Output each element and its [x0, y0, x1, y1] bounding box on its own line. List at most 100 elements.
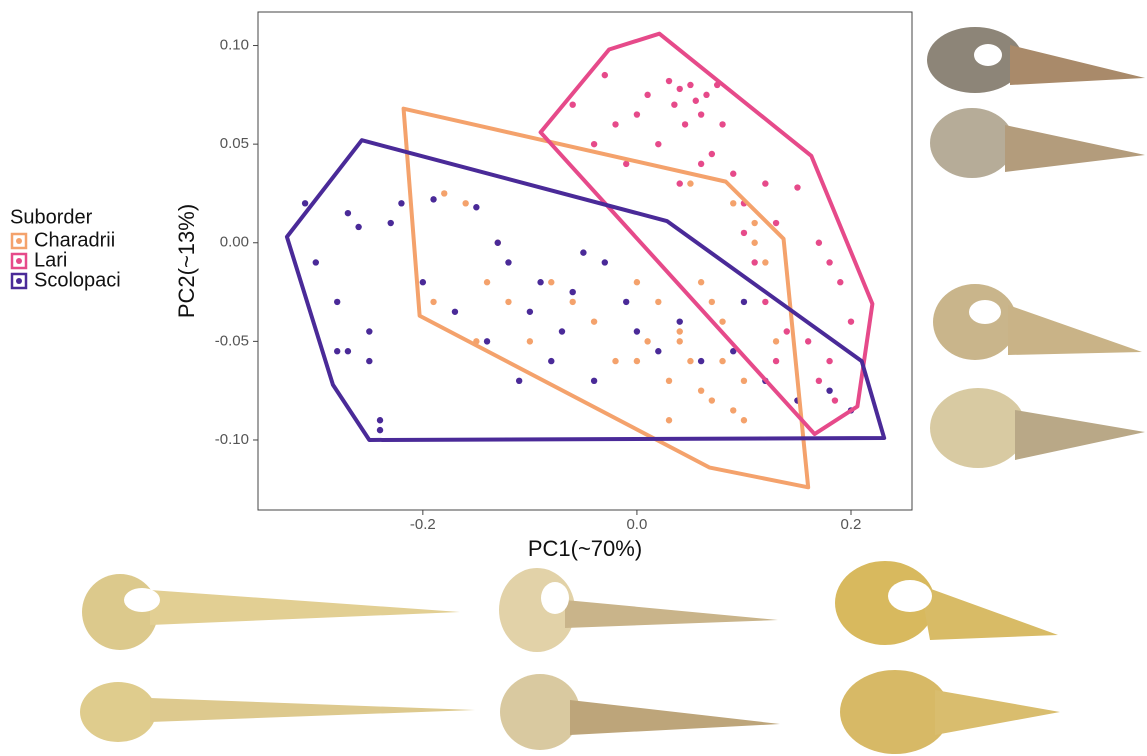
point [677, 338, 683, 344]
point [634, 279, 640, 285]
point [677, 86, 683, 92]
point [602, 259, 608, 265]
y-axis-title: PC2(~13%) [174, 204, 199, 318]
point [773, 358, 779, 364]
point [816, 240, 822, 246]
point [751, 259, 757, 265]
point [826, 358, 832, 364]
point [687, 82, 693, 88]
legend-label: Scolopaci [34, 269, 121, 291]
point [730, 407, 736, 413]
point [473, 204, 479, 210]
point [762, 299, 768, 305]
point [698, 111, 704, 117]
point [832, 397, 838, 403]
x-tick-label: 0.0 [626, 516, 647, 533]
point [602, 72, 608, 78]
legend-title: Suborder [10, 206, 93, 228]
point [537, 279, 543, 285]
point [671, 101, 677, 107]
point [698, 279, 704, 285]
point [677, 328, 683, 334]
point [366, 358, 372, 364]
point [623, 299, 629, 305]
point [698, 358, 704, 364]
point [377, 427, 383, 433]
skull [835, 561, 1058, 645]
point [709, 397, 715, 403]
y-tick-label: 0.00 [220, 234, 249, 251]
y-tick-label: -0.05 [215, 332, 249, 349]
point [484, 279, 490, 285]
point [751, 220, 757, 226]
point [698, 161, 704, 167]
point [377, 417, 383, 423]
point [762, 180, 768, 186]
point [505, 299, 511, 305]
point [677, 180, 683, 186]
point [591, 318, 597, 324]
point [420, 279, 426, 285]
point [794, 184, 800, 190]
x-tick-label: 0.2 [841, 516, 862, 533]
point [355, 224, 361, 230]
point [462, 200, 468, 206]
point [302, 200, 308, 206]
y-tick-label: -0.10 [215, 431, 249, 448]
point [741, 378, 747, 384]
point [334, 348, 340, 354]
point [313, 259, 319, 265]
point [505, 259, 511, 265]
point [612, 121, 618, 127]
point [773, 338, 779, 344]
y-tick-label: 0.05 [220, 135, 249, 152]
point [719, 318, 725, 324]
y-tick-label: 0.10 [220, 36, 249, 53]
point [591, 141, 597, 147]
hull [287, 140, 884, 440]
point [634, 111, 640, 117]
point [345, 210, 351, 216]
point [666, 78, 672, 84]
point [569, 299, 575, 305]
point [580, 249, 586, 255]
point [644, 338, 650, 344]
point [719, 121, 725, 127]
legend-dot [16, 238, 22, 244]
point [634, 358, 640, 364]
point [826, 387, 832, 393]
point [709, 151, 715, 157]
point [848, 318, 854, 324]
point [634, 328, 640, 334]
point [366, 328, 372, 334]
point [805, 338, 811, 344]
point [709, 299, 715, 305]
point [826, 259, 832, 265]
point [655, 348, 661, 354]
point [762, 259, 768, 265]
point [719, 358, 725, 364]
skull [930, 108, 1145, 178]
x-axis-title: PC1(~70%) [528, 536, 642, 561]
x-tick-label: -0.2 [410, 516, 436, 533]
point [677, 318, 683, 324]
point [548, 279, 554, 285]
point [837, 279, 843, 285]
legend-dot [16, 258, 22, 264]
point [698, 387, 704, 393]
skull [840, 670, 1060, 754]
point [569, 101, 575, 107]
point [644, 92, 650, 98]
point [527, 338, 533, 344]
point [741, 417, 747, 423]
skull [927, 27, 1145, 93]
skull [933, 284, 1142, 360]
skull [499, 568, 778, 652]
point [495, 240, 501, 246]
point [516, 378, 522, 384]
point [666, 417, 672, 423]
point [548, 358, 554, 364]
skull [80, 682, 475, 742]
figure: PC1(~70%) PC2(~13%) Suborder -0.2 0.0 0.2 0… [0, 0, 1147, 756]
point [430, 299, 436, 305]
